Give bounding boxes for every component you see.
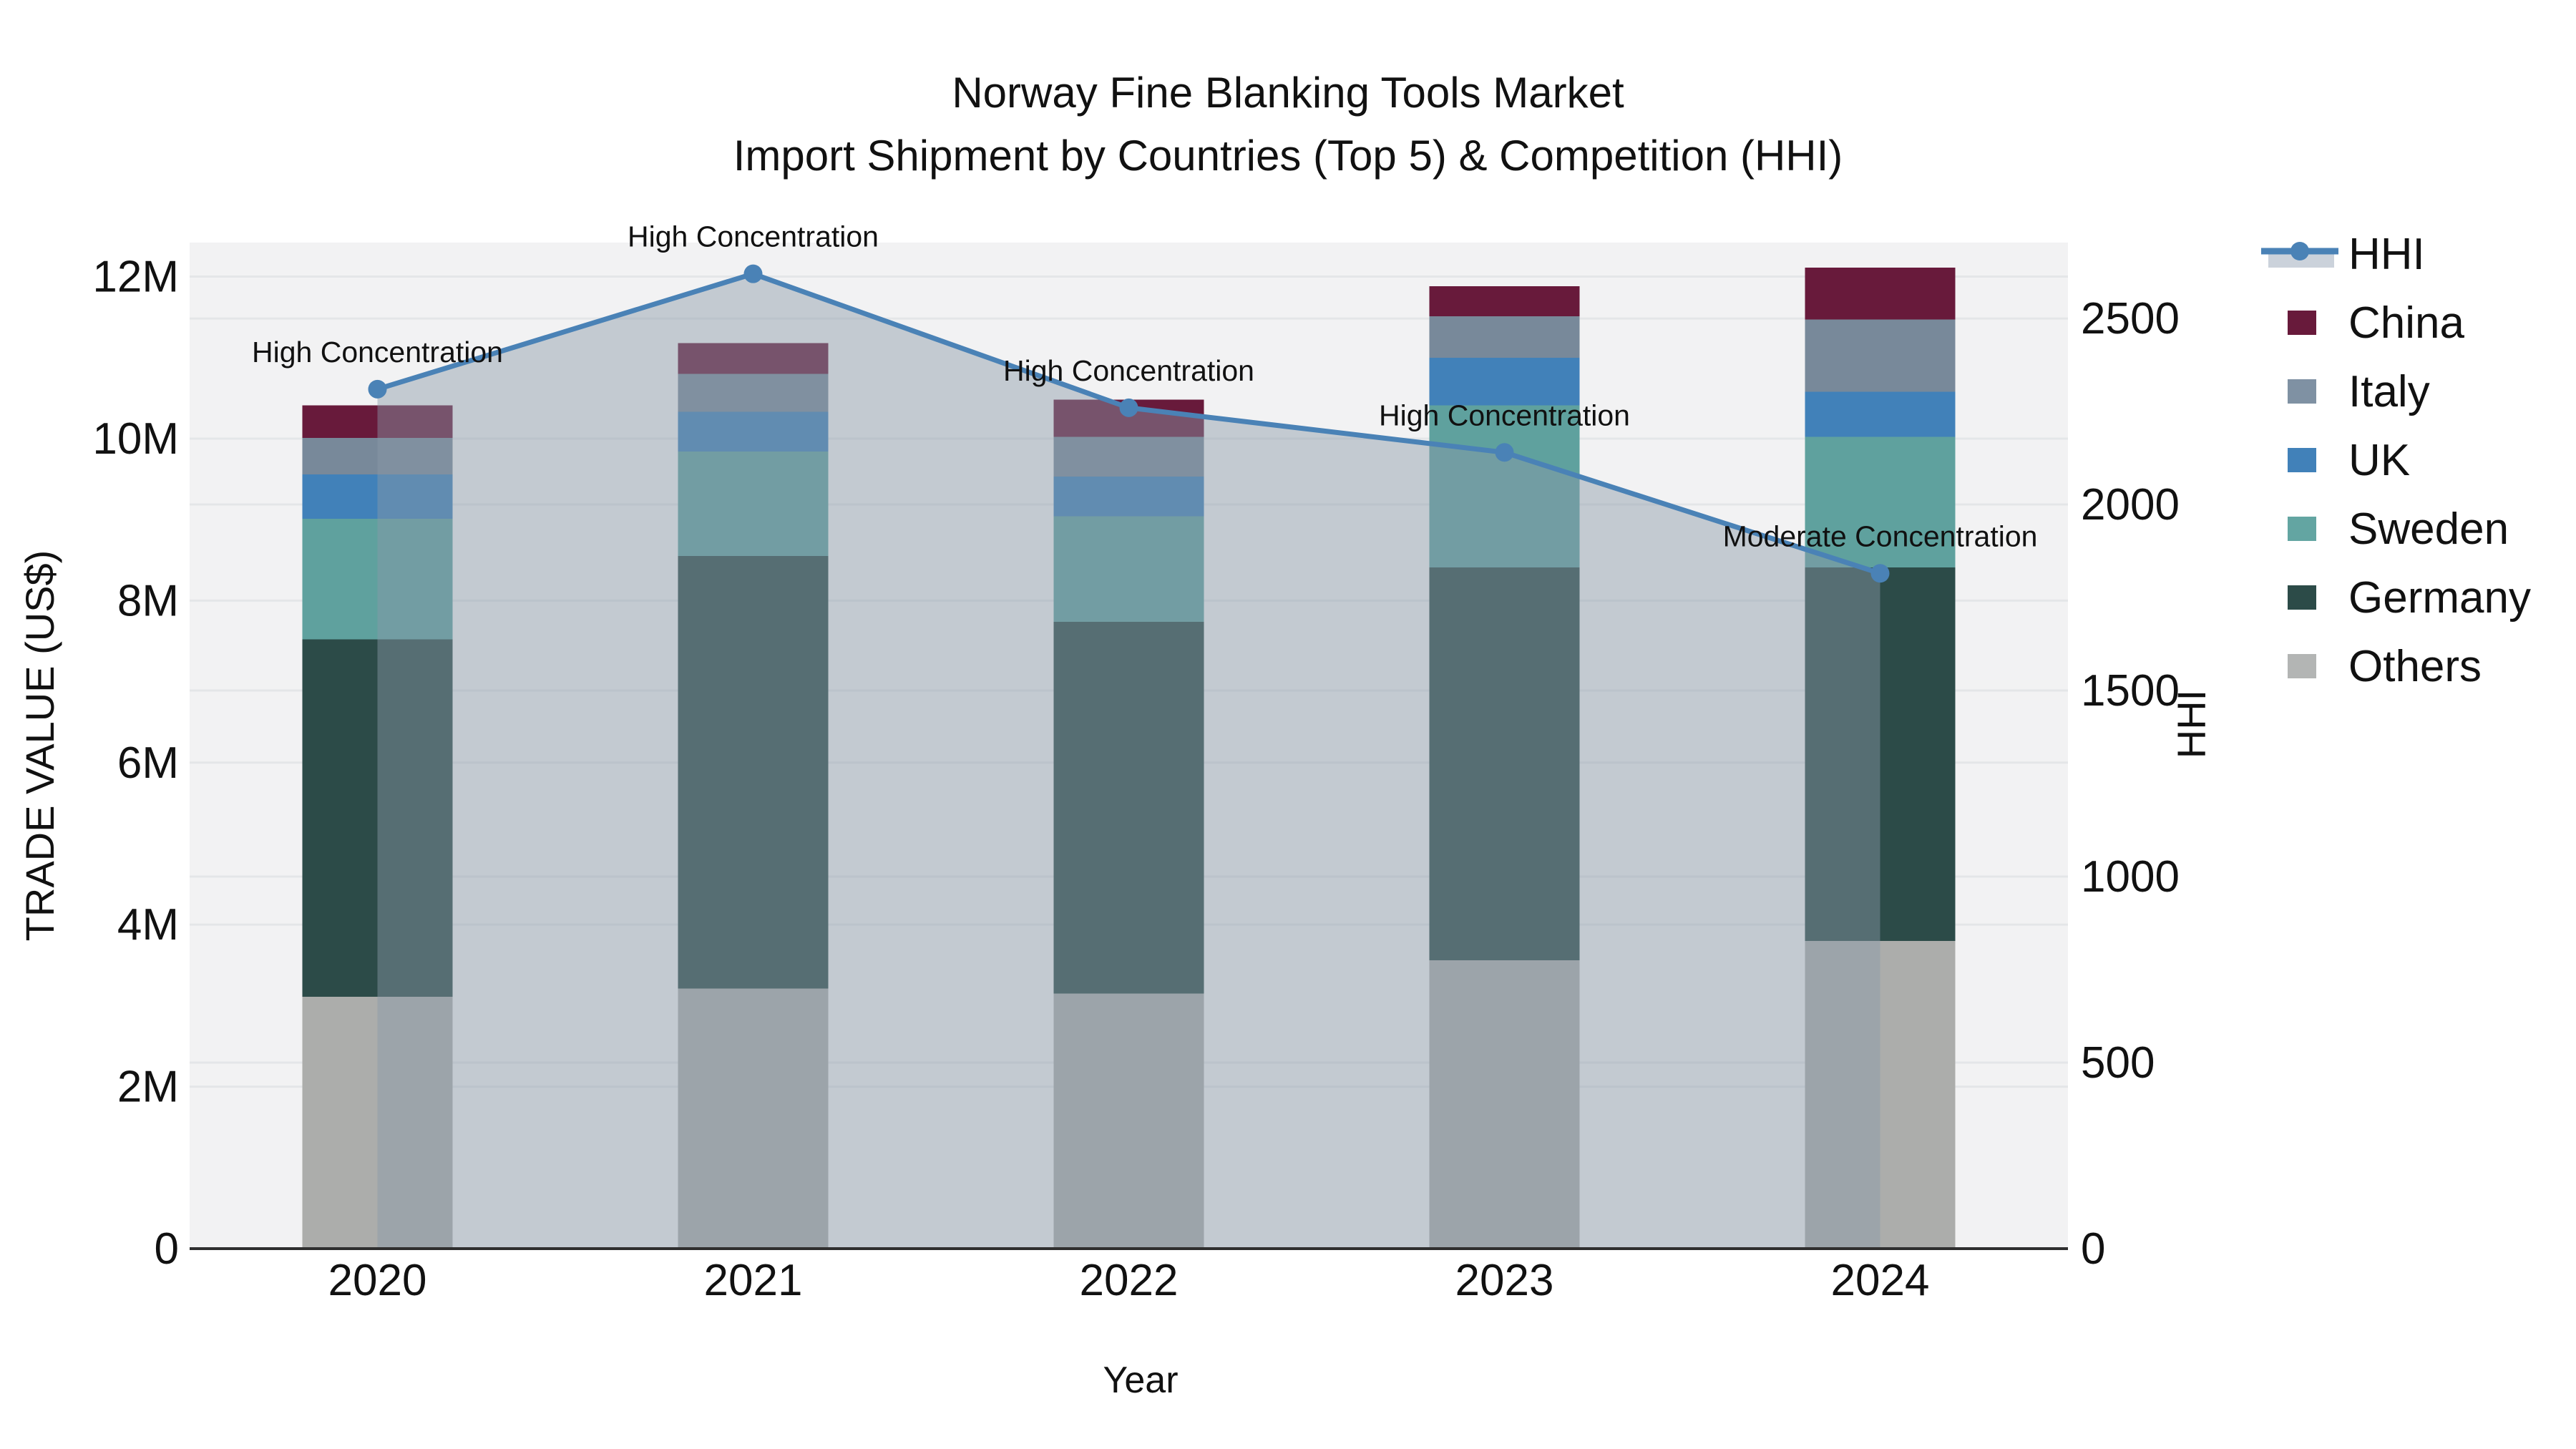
- legend-label-others: Others: [2348, 642, 2482, 691]
- bar-segment-2020-germany: [302, 639, 453, 997]
- bar-segment-2021-others: [678, 988, 829, 1249]
- bar-segment-2022-sweden: [1053, 516, 1204, 622]
- legend-item-china: China: [2288, 298, 2465, 348]
- legend-swatch-china: [2288, 311, 2316, 335]
- hhi-marker-2020: [368, 379, 387, 399]
- annotation-2023: High Concentration: [1379, 399, 1630, 431]
- chart-title-line2: Import Shipment by Countries (Top 5) & C…: [733, 132, 1843, 180]
- legend-label-hhi: HHI: [2348, 230, 2425, 279]
- hhi-marker-2023: [1495, 443, 1514, 462]
- bar-segment-2021-italy: [678, 374, 829, 412]
- legend-hhi-marker: [2290, 242, 2309, 260]
- legend-label-china: China: [2348, 298, 2465, 348]
- legend-swatch-italy: [2288, 379, 2316, 404]
- hhi-marker-2024: [1870, 564, 1890, 583]
- left-axis-title: TRADE VALUE (US$): [17, 550, 62, 942]
- x-tick-2023: 2023: [1455, 1256, 1554, 1305]
- legend-item-uk: UK: [2288, 436, 2410, 485]
- bar-segment-2020-italy: [302, 437, 453, 474]
- legend-item-germany: Germany: [2288, 573, 2531, 623]
- right-tick-1000: 1000: [2081, 852, 2180, 902]
- legend: HHI China Italy UK Sweden Germany Others: [2261, 230, 2531, 691]
- legend-label-sweden: Sweden: [2348, 504, 2509, 554]
- left-tick-8M: 8M: [117, 576, 179, 625]
- bar-segment-2021-germany: [678, 556, 829, 989]
- legend-swatch-uk: [2288, 448, 2316, 472]
- x-tick-2022: 2022: [1080, 1256, 1179, 1305]
- legend-label-germany: Germany: [2348, 573, 2531, 623]
- right-axis-tick-labels: 0 500 1000 1500 2000 2500: [2081, 294, 2180, 1274]
- bar-segment-2023-sweden: [1429, 405, 1580, 567]
- right-tick-2500: 2500: [2081, 294, 2180, 343]
- annotation-2022: High Concentration: [1003, 354, 1254, 387]
- bar-segment-2023-china: [1429, 286, 1580, 317]
- right-tick-2000: 2000: [2081, 480, 2180, 530]
- bar-segment-2024-germany: [1805, 567, 1956, 941]
- annotation-2024: Moderate Concentration: [1723, 519, 2038, 552]
- left-tick-6M: 6M: [117, 738, 179, 788]
- legend-label-italy: Italy: [2348, 367, 2430, 416]
- bar-segment-2023-italy: [1429, 316, 1580, 358]
- stacked-bars: [302, 268, 1956, 1249]
- bar-segment-2024-uk: [1805, 391, 1956, 437]
- bar-segment-2020-china: [302, 405, 453, 438]
- hhi-area-fill: [377, 273, 1880, 1249]
- bar-segment-2023-uk: [1429, 357, 1580, 406]
- bar-segment-2024-china: [1805, 268, 1956, 320]
- bar-segment-2021-sweden: [678, 452, 829, 557]
- bar-segment-2023-germany: [1429, 567, 1580, 960]
- hhi-line: [368, 264, 1890, 583]
- right-axis-title: HHI: [2169, 690, 2214, 758]
- bar-segment-2023-others: [1429, 960, 1580, 1249]
- hhi-marker-2022: [1119, 398, 1138, 417]
- left-tick-2M: 2M: [117, 1063, 179, 1112]
- bar-segment-2022-others: [1053, 993, 1204, 1249]
- bar-segment-2024-italy: [1805, 319, 1956, 392]
- x-tick-2020: 2020: [328, 1256, 427, 1305]
- right-tick-1500: 1500: [2081, 666, 2180, 716]
- chart-title-line1: Norway Fine Blanking Tools Market: [952, 69, 1624, 117]
- bar-segment-2022-italy: [1053, 436, 1204, 477]
- bar-segment-2022-uk: [1053, 477, 1204, 517]
- left-axis-tick-labels: 0 2M 4M 6M 8M 10M 12M: [92, 253, 179, 1274]
- hhi-area-path: [377, 273, 1880, 1249]
- legend-swatch-others: [2288, 654, 2316, 678]
- x-axis-title: Year: [1103, 1360, 1178, 1401]
- right-tick-500: 500: [2081, 1038, 2155, 1088]
- x-axis-tick-labels: 2020 2021 2022 2023 2024: [328, 1256, 1930, 1305]
- legend-hhi-band: [2268, 253, 2334, 268]
- left-tick-12M: 12M: [92, 253, 179, 302]
- annotation-2021: High Concentration: [628, 220, 879, 253]
- bar-segment-2022-germany: [1053, 621, 1204, 994]
- legend-item-others: Others: [2288, 642, 2482, 691]
- bar-segment-2021-uk: [678, 411, 829, 452]
- legend-swatch-sweden: [2288, 517, 2316, 541]
- bar-segment-2020-uk: [302, 474, 453, 519]
- x-tick-2024: 2024: [1831, 1256, 1930, 1305]
- bar-segment-2020-others: [302, 996, 453, 1249]
- left-tick-4M: 4M: [117, 900, 179, 950]
- left-tick-0: 0: [155, 1224, 179, 1274]
- annotations: High Concentration High Concentration High…: [252, 220, 2037, 553]
- left-tick-10M: 10M: [92, 414, 179, 464]
- bar-segment-2021-china: [678, 343, 829, 374]
- x-tick-2021: 2021: [704, 1256, 803, 1305]
- bar-segment-2020-sweden: [302, 519, 453, 640]
- legend-item-hhi: HHI: [2261, 230, 2425, 279]
- legend-label-uk: UK: [2348, 436, 2410, 485]
- hhi-marker-2021: [743, 264, 763, 283]
- right-tick-0: 0: [2081, 1224, 2105, 1274]
- legend-swatch-germany: [2288, 585, 2316, 610]
- legend-item-italy: Italy: [2288, 367, 2430, 416]
- bar-segment-2024-others: [1805, 940, 1956, 1249]
- legend-item-sweden: Sweden: [2288, 504, 2509, 554]
- bar-segment-2024-sweden: [1805, 436, 1956, 567]
- annotation-2020: High Concentration: [252, 336, 503, 369]
